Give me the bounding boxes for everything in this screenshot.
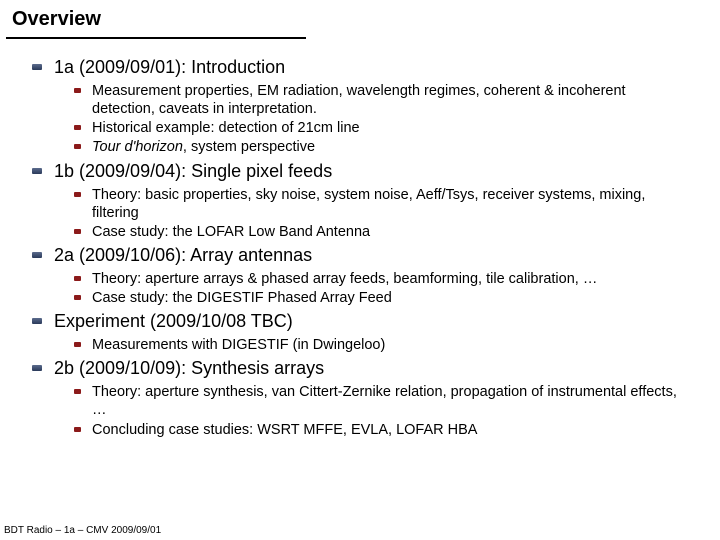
bullet-item: Measurement properties, EM radiation, wa… <box>92 82 700 118</box>
slide-footer: BDT Radio – 1a – CMV 2009/09/01 <box>4 525 161 536</box>
bullet-item: Historical example: detection of 21cm li… <box>92 119 700 137</box>
bullet-item: Measurements with DIGESTIF (in Dwingeloo… <box>92 336 700 354</box>
bullet-item: Theory: aperture synthesis, van Cittert-… <box>92 383 700 419</box>
bullet-item: Theory: aperture arrays & phased array f… <box>92 270 700 288</box>
section-heading: 2b (2009/10/09): Synthesis arrays <box>54 358 700 379</box>
section-heading: 1a (2009/09/01): Introduction <box>54 57 700 78</box>
bullet-item: Concluding case studies: WSRT MFFE, EVLA… <box>92 421 700 439</box>
slide-title: Overview <box>0 0 720 37</box>
bullet-item: Case study: the LOFAR Low Band Antenna <box>92 223 700 241</box>
slide-content: 1a (2009/09/01): Introduction Measuremen… <box>0 57 720 439</box>
bullet-item: Case study: the DIGESTIF Phased Array Fe… <box>92 289 700 307</box>
bullet-item: Theory: basic properties, sky noise, sys… <box>92 186 700 222</box>
bullet-item: Tour d'horizon, system perspective <box>92 138 700 156</box>
section-heading: 1b (2009/09/04): Single pixel feeds <box>54 161 700 182</box>
section-heading: 2a (2009/10/06): Array antennas <box>54 245 700 266</box>
title-underline <box>6 37 306 39</box>
section-heading: Experiment (2009/10/08 TBC) <box>54 311 700 332</box>
